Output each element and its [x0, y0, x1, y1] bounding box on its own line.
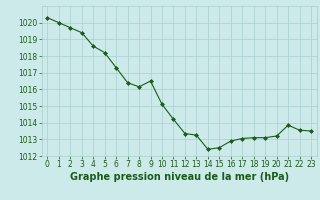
X-axis label: Graphe pression niveau de la mer (hPa): Graphe pression niveau de la mer (hPa) — [70, 172, 289, 182]
